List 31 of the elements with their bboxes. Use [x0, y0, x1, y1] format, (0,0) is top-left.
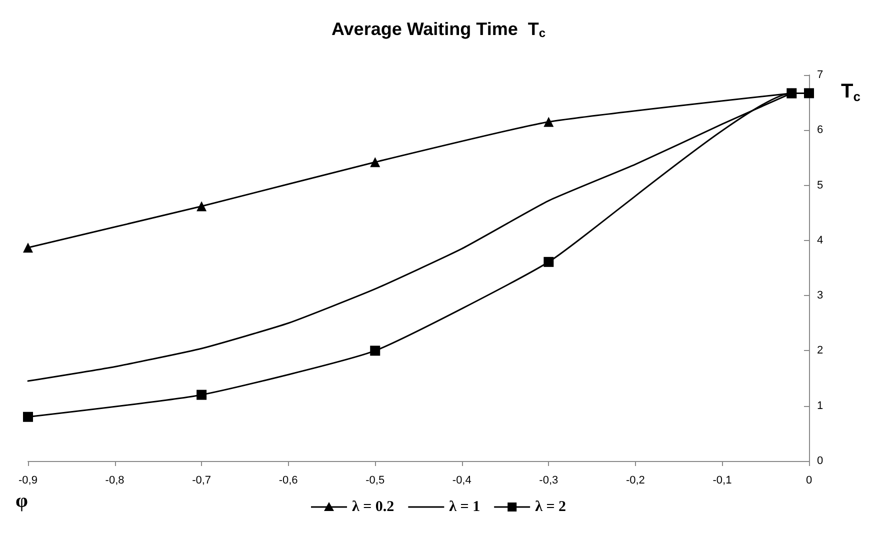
y-tick-label: 4 [817, 234, 824, 246]
x-tick-label: 0 [806, 474, 812, 486]
point [544, 256, 554, 267]
x-tick-label: -0,9 [18, 474, 38, 486]
legend-label: λ = 0.2 [352, 499, 394, 515]
y-tick-label: 6 [817, 124, 824, 136]
y-tick-label: 1 [817, 400, 824, 412]
x-tick-label: -0,4 [452, 474, 472, 486]
x-tick-label: -0,8 [105, 474, 124, 486]
x-tick-label: -0,3 [539, 474, 558, 486]
point [370, 346, 380, 356]
point [370, 157, 380, 168]
y-tick-label: 5 [817, 179, 824, 192]
point [544, 116, 554, 127]
point [23, 242, 33, 253]
x-tick-label: -0,2 [626, 474, 645, 486]
point [196, 201, 207, 212]
y-tick-label: 2 [817, 344, 824, 357]
x-axis-title: φ [16, 490, 28, 512]
point [196, 390, 207, 400]
x-tick-label: -0,1 [712, 474, 732, 486]
legend-label: λ = 1 [449, 499, 480, 515]
legend-label: λ = 2 [535, 499, 566, 515]
y-tick-label: 7 [817, 69, 824, 81]
x-tick-label: -0,5 [366, 474, 385, 486]
point [23, 412, 33, 422]
point [804, 88, 814, 98]
x-tick-label: -0,7 [192, 474, 212, 486]
y-tick-label: 0 [817, 455, 824, 467]
y-tick-label: 3 [817, 290, 824, 302]
x-tick-label: -0,6 [278, 474, 298, 486]
